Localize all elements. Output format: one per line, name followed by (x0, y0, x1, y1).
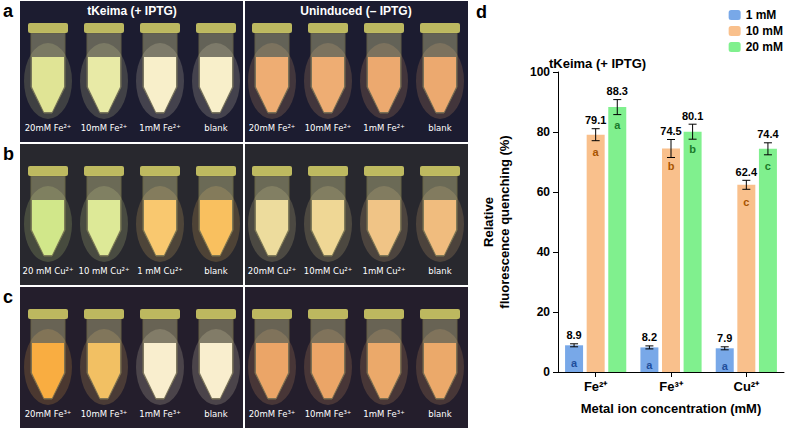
svg-text:blank: blank (204, 123, 227, 133)
svg-text:20 mM: 20 mM (746, 40, 783, 54)
svg-text:20 mM Cu²⁺: 20 mM Cu²⁺ (22, 266, 73, 276)
svg-text:10mM Fe²⁺: 10mM Fe²⁺ (305, 123, 352, 133)
svg-text:1mM Fe³⁺: 1mM Fe³⁺ (139, 409, 180, 419)
svg-text:1 mM: 1 mM (746, 8, 777, 22)
svg-text:c: c (743, 196, 749, 208)
svg-text:80: 80 (537, 125, 551, 139)
svg-text:blank: blank (204, 266, 227, 276)
svg-text:20mM Fe³⁺: 20mM Fe³⁺ (249, 409, 296, 419)
svg-text:b: b (3, 144, 14, 164)
svg-text:20mM Fe³⁺: 20mM Fe³⁺ (25, 409, 72, 419)
svg-text:Cu²⁺: Cu²⁺ (733, 379, 760, 394)
svg-text:Relative: Relative (481, 197, 496, 247)
svg-text:fluorescence quenching (%): fluorescence quenching (%) (497, 135, 512, 308)
svg-text:c: c (765, 160, 771, 172)
svg-text:Uninduced (– IPTG): Uninduced (– IPTG) (300, 4, 411, 18)
svg-text:10mM Fe³⁺: 10mM Fe³⁺ (81, 409, 128, 419)
svg-text:10mM Cu²⁺: 10mM Cu²⁺ (304, 266, 352, 276)
svg-text:a: a (593, 146, 600, 158)
svg-text:10mM Fe²⁺: 10mM Fe²⁺ (81, 123, 128, 133)
svg-text:88.3: 88.3 (607, 85, 628, 97)
svg-text:1mM Fe²⁺: 1mM Fe²⁺ (139, 123, 180, 133)
svg-text:40: 40 (537, 245, 551, 259)
svg-text:74.5: 74.5 (660, 125, 681, 137)
svg-text:1mM Cu²⁺: 1mM Cu²⁺ (363, 266, 406, 276)
svg-text:10mM Fe³⁺: 10mM Fe³⁺ (305, 409, 352, 419)
svg-text:tKeima (+ IPTG): tKeima (+ IPTG) (549, 56, 646, 71)
svg-text:79.1: 79.1 (585, 114, 606, 126)
svg-text:b: b (689, 143, 696, 155)
svg-text:10 mM: 10 mM (746, 24, 783, 38)
svg-text:20mM Fe²⁺: 20mM Fe²⁺ (25, 123, 72, 133)
svg-text:a: a (646, 359, 653, 371)
svg-text:60: 60 (537, 185, 551, 199)
svg-text:1mM Fe³⁺: 1mM Fe³⁺ (363, 409, 404, 419)
svg-text:Metal ion concentration (mM): Metal ion concentration (mM) (581, 401, 762, 416)
svg-text:0: 0 (543, 365, 550, 379)
svg-text:7.9: 7.9 (717, 332, 732, 344)
svg-text:8.9: 8.9 (566, 329, 581, 341)
svg-text:62.4: 62.4 (736, 166, 758, 178)
svg-text:10 mM Cu²⁺: 10 mM Cu²⁺ (78, 266, 129, 276)
svg-text:blank: blank (428, 266, 451, 276)
svg-text:c: c (3, 287, 13, 307)
svg-text:1mM Fe²⁺: 1mM Fe²⁺ (363, 123, 404, 133)
svg-text:a: a (614, 119, 621, 131)
svg-text:tKeima (+ IPTG): tKeima (+ IPTG) (87, 4, 177, 18)
svg-text:20mM Cu²⁺: 20mM Cu²⁺ (248, 266, 296, 276)
svg-text:100: 100 (530, 65, 550, 79)
svg-text:80.1: 80.1 (682, 110, 703, 122)
svg-text:blank: blank (428, 409, 451, 419)
svg-text:blank: blank (204, 409, 227, 419)
html-text:d: d (476, 2, 487, 22)
svg-text:1 mM Cu²⁺: 1 mM Cu²⁺ (137, 266, 183, 276)
svg-text:Fe²⁺: Fe²⁺ (584, 379, 609, 394)
svg-text:20: 20 (537, 305, 551, 319)
svg-text:74.4: 74.4 (757, 128, 779, 140)
svg-text:blank: blank (428, 123, 451, 133)
svg-text:a: a (722, 360, 729, 372)
svg-text:8.2: 8.2 (642, 331, 657, 343)
svg-text:b: b (668, 160, 675, 172)
svg-text:a: a (3, 1, 14, 21)
svg-text:20mM Fe²⁺: 20mM Fe²⁺ (249, 123, 296, 133)
svg-text:Fe³⁺: Fe³⁺ (659, 379, 684, 394)
svg-text:a: a (571, 357, 578, 369)
